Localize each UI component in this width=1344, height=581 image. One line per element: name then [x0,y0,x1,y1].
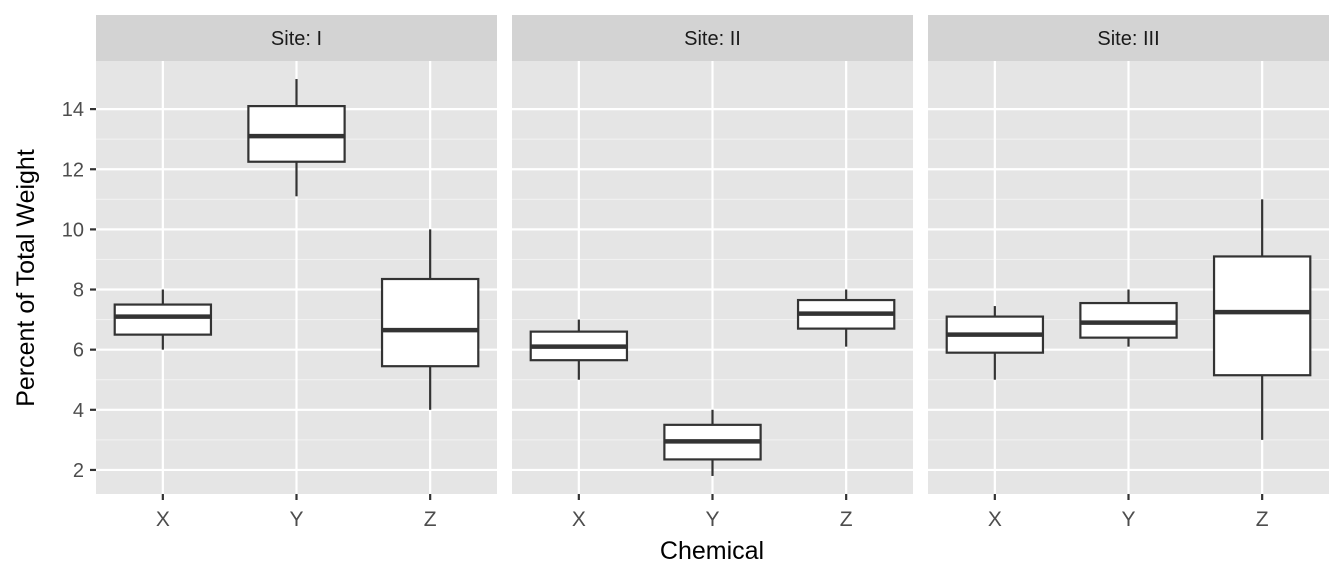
y-axis: 2 4 6 8 10 12 14 [62,99,96,482]
x-tick-label: Z [1256,508,1269,531]
box-X [113,289,213,350]
y-axis-title: Percent of Total Weight [12,149,40,407]
facet-strip [96,15,497,61]
x-tick-label: Y [289,508,303,531]
x-tick-label: X [156,508,170,531]
facet-strip-label: Site: I [271,28,322,50]
box-body [247,105,346,163]
facet-strip-label: Site: III [1097,28,1159,50]
y-tick-label: 4 [73,400,84,422]
box-Y [1079,289,1178,347]
box-Z [1212,199,1312,440]
box-Y [663,409,762,476]
box-body [1079,301,1178,339]
box-Y [247,79,346,197]
x-tick-label: X [572,508,586,531]
x-tick-label: Y [705,508,719,531]
facet-strip [928,15,1329,61]
y-tick-label: 14 [62,99,84,121]
box-body [380,277,480,368]
box-body [113,303,213,336]
box-X [945,306,1045,380]
y-tick-label: 10 [62,219,84,241]
box-X [529,319,629,380]
y-tick-label: 8 [73,280,84,302]
x-tick-label: Y [1121,508,1135,531]
facet-panel-site-I: Site: I X Y Z [96,15,497,531]
x-tick-label: Z [840,508,853,531]
facet-strip [512,15,913,61]
facet-panels: Site: I X Y Z Site: II X Y Z Site: III X Y Z [96,15,1329,531]
facet-strip-label: Site: II [684,28,741,50]
facet-panel-site-II: Site: II X Y Z [512,15,913,531]
y-tick-label: 6 [73,340,84,362]
x-axis-title: Chemical [660,537,764,565]
y-tick-label: 2 [73,460,84,482]
x-tick-label: Z [424,508,437,531]
box-body [1212,255,1312,377]
x-tick-label: X [988,508,1002,531]
y-tick-label: 12 [62,159,84,181]
box-Z [796,289,896,347]
facet-panel-site-III: Site: III X Y Z [928,15,1329,531]
box-Z [380,229,480,410]
